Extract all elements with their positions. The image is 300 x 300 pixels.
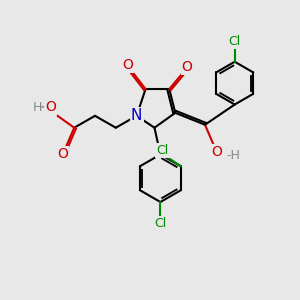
Text: O: O <box>45 100 56 115</box>
Text: O: O <box>182 60 193 74</box>
Text: H: H <box>32 101 42 114</box>
Text: Cl: Cl <box>154 217 167 230</box>
Text: -H: -H <box>226 148 240 162</box>
Text: O: O <box>211 145 222 159</box>
Text: Cl: Cl <box>229 35 241 48</box>
Text: O: O <box>57 148 68 161</box>
Text: O: O <box>122 58 133 72</box>
Text: N: N <box>131 108 142 123</box>
Text: Cl: Cl <box>156 144 169 158</box>
